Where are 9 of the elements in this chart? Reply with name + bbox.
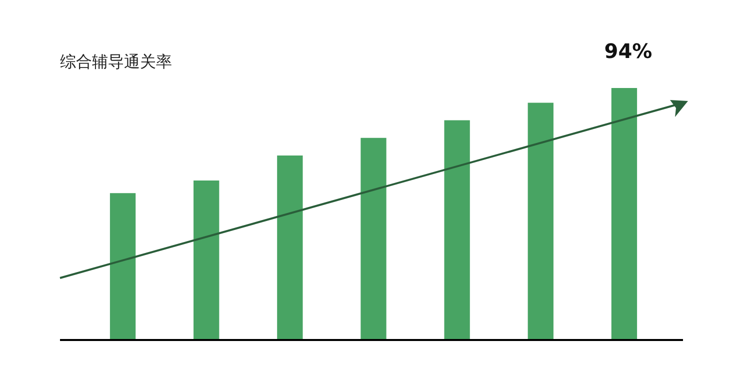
bar (444, 120, 470, 339)
bar (360, 138, 386, 339)
bar (528, 102, 554, 339)
text: 94% (604, 39, 652, 64)
bar (110, 193, 136, 339)
bar (277, 155, 303, 339)
chart-title: 综合辅导通关率 (60, 52, 172, 73)
bar (611, 88, 638, 339)
bar (194, 180, 220, 339)
